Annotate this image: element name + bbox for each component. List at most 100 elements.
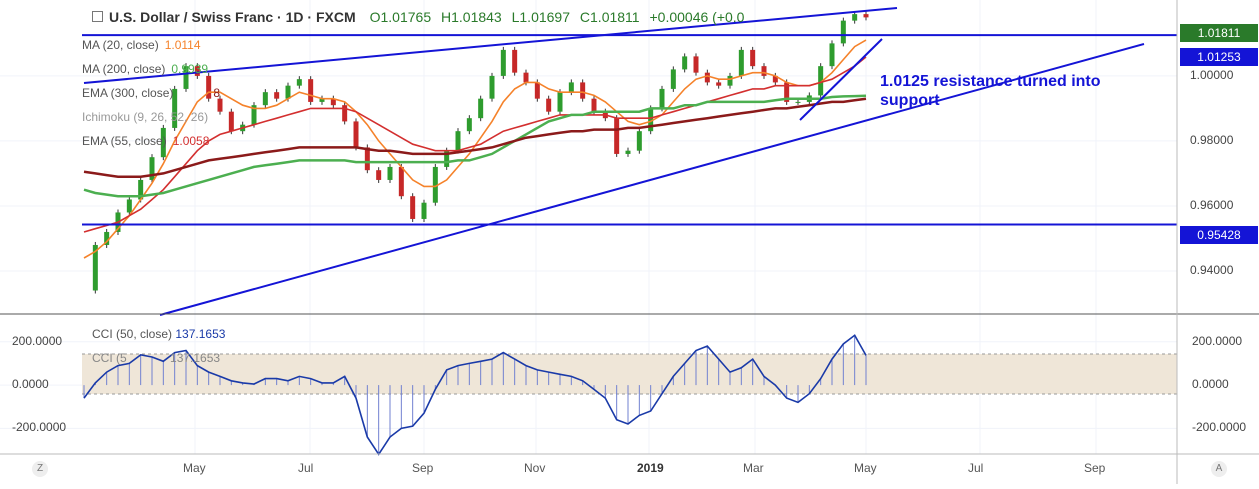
candle-body — [228, 111, 234, 132]
ohlc-change: +0.00046 (+0.0 — [649, 9, 745, 25]
cci-tick-label: -200.0000 — [12, 420, 67, 435]
ohlc-high: H1.01843 — [441, 9, 502, 25]
cci-band — [82, 354, 1177, 394]
candle-body — [274, 92, 280, 99]
cci-tick-label: 200.0000 — [12, 333, 63, 348]
ohlc-close: C1.01811 — [579, 9, 640, 25]
indicator-value: 8 — [213, 86, 221, 100]
indicator-ema300[interactable]: EMA (300, close) 8 — [82, 86, 220, 100]
candle-body — [104, 231, 110, 245]
candle-body — [364, 147, 370, 171]
cci-label: CCI (5 — [92, 351, 127, 365]
indicator-ema55[interactable]: EMA (55, close) 1.0058 — [82, 134, 209, 148]
auto-scale-button[interactable]: A — [1211, 461, 1227, 477]
candle-body — [160, 127, 166, 158]
candle-body — [285, 85, 291, 99]
cci-legend-2[interactable]: CCI (5 137.1653 — [92, 351, 220, 365]
y-tick-label: 1.00000 — [1190, 67, 1234, 82]
cci-value: 137.1653 — [175, 327, 226, 341]
candle-body — [840, 20, 846, 44]
level-tag-resistance: 1.01253 — [1180, 48, 1258, 66]
series-line — [83, 56, 867, 233]
indicator-label: MA (200, close) — [82, 62, 166, 76]
indicator-value: 0.9939 — [171, 62, 209, 76]
candle-body — [829, 43, 835, 67]
candle-body — [149, 157, 155, 180]
candle-body — [523, 72, 529, 83]
cci-tick-label: 0.0000 — [1192, 377, 1229, 392]
indicator-label: MA (20, close) — [82, 38, 159, 52]
candle-body — [478, 98, 484, 119]
candle-body — [670, 69, 676, 89]
candle-body — [727, 75, 733, 86]
cci-label: CCI (50, close) — [92, 327, 173, 341]
candle-body — [580, 82, 586, 99]
y-tick-label: 0.98000 — [1190, 132, 1234, 147]
indicator-label: Ichimoku (9, 26, 52, 26) — [82, 110, 209, 124]
x-tick-label: Mar — [743, 461, 764, 475]
candle-body — [387, 166, 393, 180]
candle-body — [648, 108, 654, 132]
candle-body — [591, 98, 597, 112]
x-tick-label: 2019 — [637, 461, 664, 475]
candle-body — [262, 92, 268, 106]
candle-body — [92, 244, 98, 291]
series-line — [83, 97, 867, 178]
candle-body — [716, 82, 722, 86]
cci-legend-1[interactable]: CCI (50, close) 137.1653 — [92, 327, 225, 341]
last-price-tag: 1.01811 — [1180, 24, 1258, 42]
y-tick-label: 0.94000 — [1190, 262, 1234, 277]
candle-body — [194, 66, 200, 76]
candle-body — [546, 98, 552, 112]
cci-value: 137.1653 — [170, 351, 221, 365]
candle-body — [784, 82, 790, 102]
indicator-ichimoku[interactable]: Ichimoku (9, 26, 52, 26) — [82, 110, 208, 124]
candle-body — [534, 82, 540, 99]
candle-body — [421, 202, 427, 219]
x-tick-label: Sep — [412, 461, 434, 475]
candle-body — [500, 49, 506, 76]
candle-body — [818, 66, 824, 96]
candle-body — [738, 49, 744, 76]
square-icon[interactable] — [92, 11, 103, 22]
candle-body — [353, 121, 359, 148]
series-line — [83, 334, 867, 456]
cci-tick-label: 0.0000 — [12, 377, 49, 392]
candle-body — [376, 170, 382, 180]
x-tick-label: May — [854, 461, 877, 475]
ohlc-low: L1.01697 — [511, 9, 571, 25]
upper-trendline — [83, 7, 898, 84]
candle-body — [251, 105, 257, 125]
candle-body — [489, 75, 495, 99]
x-tick-label: Nov — [524, 461, 546, 475]
candle-body — [557, 92, 563, 112]
candle-body — [206, 75, 212, 99]
candle-body — [308, 79, 314, 102]
x-tick-label: Sep — [1084, 461, 1106, 475]
indicator-ma200[interactable]: MA (200, close) 0.9939 — [82, 62, 208, 76]
lower-trendline — [159, 43, 1145, 316]
resistance-annotation[interactable]: 1.0125 resistance turned into support — [880, 73, 1101, 109]
candle-body — [704, 72, 710, 83]
candle-body — [852, 14, 858, 21]
indicator-ma20[interactable]: MA (20, close) 1.0114 — [82, 38, 201, 52]
candle-body — [614, 118, 620, 154]
candle-body — [330, 98, 336, 106]
symbol-title[interactable]: U.S. Dollar / Swiss Franc · 1D · FXCM — [109, 9, 356, 25]
indicator-label: EMA (300, close) — [82, 86, 174, 100]
candle-body — [342, 105, 348, 122]
y-tick-label: 0.96000 — [1190, 197, 1234, 212]
timezone-button[interactable]: Z — [32, 461, 48, 477]
candle-body — [444, 150, 450, 167]
indicator-value: 1.0114 — [164, 38, 201, 52]
candle-body — [172, 88, 178, 128]
candle-body — [636, 131, 642, 151]
ohlc-open: O1.01765 — [369, 9, 432, 25]
cci-tick-label: -200.0000 — [1192, 420, 1247, 435]
candle-body — [183, 66, 189, 89]
candle-body — [126, 199, 132, 213]
candle-body — [659, 88, 665, 109]
candle-body — [455, 131, 461, 151]
